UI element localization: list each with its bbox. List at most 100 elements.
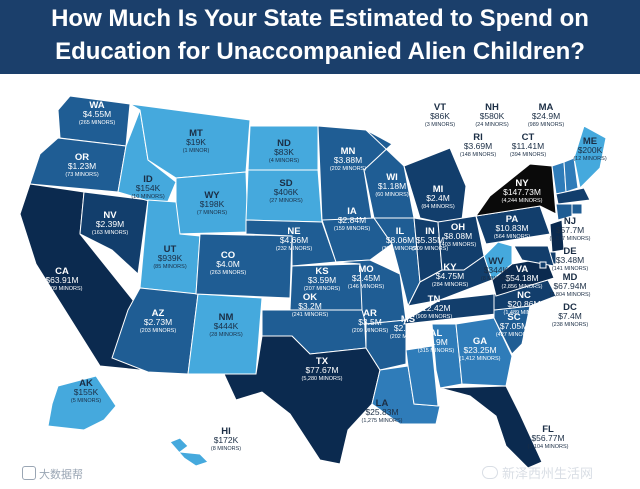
state-label-minors-ms: (202 MINORS) [390,334,427,340]
state-label-abbr-ms: MS [401,314,415,325]
state-label-abbr-de: DE [563,246,576,257]
state-ma [555,187,591,205]
state-ga [455,317,513,387]
state-label-amount-sc: $7.05M [500,321,528,331]
state-label-minors-de: (141 MINORS) [552,266,589,272]
state-label-amount-ut: $939K [158,253,183,263]
state-label-amount-in: $5.35M [416,235,444,245]
state-label-abbr-wi: WI [386,172,398,183]
state-label-amount-ms: $2.94M [394,323,422,333]
state-label-amount-nc: $20.86M [507,299,540,309]
state-label-minors-ne: (232 MINORS) [276,246,313,252]
state-label-minors-az: (203 MINORS) [140,328,177,334]
state-label-abbr-fl: FL [542,424,554,435]
state-label-minors-ny: (4,244 MINORS) [502,198,543,204]
state-label-abbr-in: IN [425,226,435,237]
state-label-minors-ga: (1,412 MINORS) [460,356,501,362]
watermark-right: 新泽西州生活网 [482,463,593,482]
watermark-badge-icon [22,466,36,480]
state-label-amount-tn: $12.42M [417,303,450,313]
state-label-minors-wv: (8 MINORS) [481,276,511,282]
state-nv [79,191,149,276]
state-label-abbr-oh: OH [451,222,465,233]
state-label-minors-ca: (3,909 MINORS) [42,286,83,292]
state-label-amount-ma: $24.9M [532,111,560,121]
state-label-abbr-ma: MA [539,102,554,113]
state-label-amount-md: $67.94M [553,281,586,291]
state-label-amount-nv: $2.39M [96,219,124,229]
state-label-minors-wi: (60 MINORS) [375,192,408,198]
state-label-amount-wi: $1.18M [378,181,406,191]
state-label-abbr-mi: MI [433,184,444,195]
state-label-abbr-mt: MT [189,128,203,139]
state-label-minors-nd: (4 MINORS) [269,158,299,164]
state-label-abbr-ne: NE [287,226,300,237]
state-label-abbr-il: IL [396,226,405,237]
state-label-minors-wa: (265 MINORS) [79,120,116,126]
state-al [431,323,463,389]
state-label-amount-nj: $57.7M [556,225,584,235]
state-label-minors-sd: (27 MINORS) [269,198,302,204]
state-ct [555,203,573,221]
state-label-minors-ma: (989 MINORS) [528,122,565,128]
state-label-amount-az: $2.73M [144,317,172,327]
state-label-abbr-ga: GA [473,336,487,347]
state-label-abbr-ok: OK [303,292,317,303]
state-co [195,233,293,299]
state-label-abbr-me: ME [583,136,597,147]
state-ky [407,255,493,307]
state-label-minors-co: (263 MINORS) [210,270,247,276]
state-label-amount-hi: $172K [214,435,239,445]
state-label-amount-sd: $406K [274,187,299,197]
state-hi [169,437,209,467]
state-label-amount-ri: $3.69M [464,141,492,151]
us-state-spending-map: WA$4.55M(265 MINORS) OR$1.23M(73 MINORS) C… [19,95,607,469]
state-me [573,125,607,190]
state-label-minors-ct: (394 MINORS) [510,152,547,158]
state-ar [365,319,407,371]
state-label-abbr-nh: NH [485,102,499,113]
state-fl [439,385,543,469]
state-label-minors-or: (73 MINORS) [65,172,98,178]
state-nh [563,157,579,193]
state-label-abbr-tn: TN [428,294,441,305]
state-label-amount-wv: $344K [484,265,509,275]
state-label-amount-ca: $63.91M [45,275,78,285]
state-label-minors-la: (1,275 MINORS) [362,418,403,424]
state-label-amount-nd: $83K [274,147,294,157]
state-label-abbr-wa: WA [89,100,104,111]
state-tx [223,335,381,465]
state-label-amount-vt: $86K [430,111,450,121]
state-label-abbr-ct: CT [522,132,535,143]
state-label-amount-ne: $4.66M [280,235,308,245]
state-label-minors-oh: (403 MINORS) [440,242,477,248]
state-label-abbr-md: MD [563,272,578,283]
state-label-amount-nh: $580K [480,111,505,121]
state-label-amount-wa: $4.55M [83,109,111,119]
state-label-amount-ky: $4.75M [436,271,464,281]
state-label-minors-mt: (1 MINOR) [183,148,210,154]
state-label-abbr-co: CO [221,250,235,261]
state-label-abbr-nc: NC [517,290,531,301]
state-label-minors-hi: (8 MINORS) [211,446,241,452]
state-label-abbr-ny: NY [515,178,529,189]
state-label-amount-al: $7.9M [424,337,448,347]
state-label-amount-ia: $2.84M [338,215,366,225]
state-label-minors-nm: (28 MINORS) [209,332,242,338]
state-ms [405,345,439,407]
state-label-abbr-mn: MN [341,146,356,157]
state-label-amount-mn: $3.88M [334,155,362,165]
state-label-amount-mt: $19K [186,137,206,147]
state-label-abbr-sd: SD [279,178,292,189]
state-label-amount-il: $8.06M [386,235,414,245]
state-label-abbr-va: VA [516,264,529,275]
state-label-minors-nc: (1,489 MINORS) [504,310,545,316]
state-label-minors-ri: (148 MINORS) [460,152,497,158]
state-label-abbr-nm: NM [219,312,234,323]
state-or [29,137,127,193]
state-label-amount-de: $3.48M [556,255,584,265]
state-label-minors-tn: (909 MINORS) [416,314,453,320]
state-ak [47,375,117,431]
state-nj [549,219,565,253]
state-label-minors-in: (209 MINORS) [412,246,449,252]
